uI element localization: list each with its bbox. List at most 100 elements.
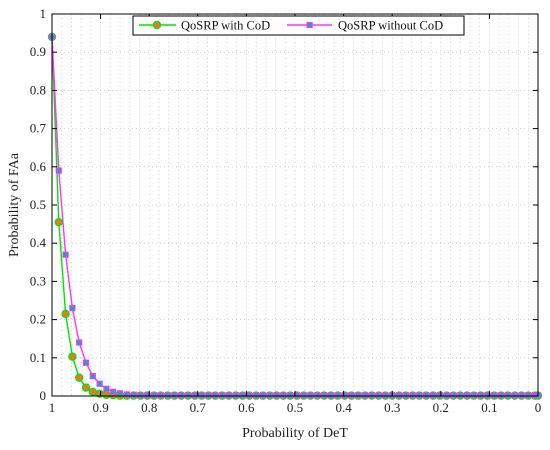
data-point-qosrp-without-cod xyxy=(457,392,464,399)
data-point-qosrp-without-cod xyxy=(436,392,443,399)
data-point-qosrp-without-cod xyxy=(253,392,260,399)
data-point-qosrp-without-cod xyxy=(484,392,491,399)
data-point-qosrp-without-cod xyxy=(62,251,69,258)
series-layer xyxy=(47,32,543,400)
data-point-qosrp-without-cod xyxy=(144,392,151,399)
data-point-qosrp-without-cod xyxy=(321,392,328,399)
data-point-qosrp-without-cod xyxy=(239,392,246,399)
y-tick-label: 0.6 xyxy=(30,159,47,174)
data-point-qosrp-without-cod xyxy=(416,392,423,399)
x-tick-label: 0.5 xyxy=(287,400,303,415)
data-point-qosrp-without-cod xyxy=(157,392,164,399)
data-point-qosrp-without-cod xyxy=(477,392,484,399)
y-tick-label: 0.1 xyxy=(30,350,46,365)
data-point-qosrp-without-cod xyxy=(259,392,267,399)
data-point-qosrp-without-cod xyxy=(96,380,103,387)
x-tick-label: 0.4 xyxy=(335,400,352,415)
data-point-qosrp-with-cod xyxy=(102,390,111,400)
data-point-qosrp-without-cod xyxy=(491,392,498,399)
data-point-qosrp-without-cod xyxy=(205,392,212,399)
data-point-qosrp-without-cod xyxy=(497,392,505,399)
data-point-qosrp-without-cod xyxy=(429,392,437,399)
y-tick-label: 1 xyxy=(40,6,47,21)
data-point-qosrp-without-cod xyxy=(402,392,409,399)
data-point-qosrp-without-cod xyxy=(137,392,144,399)
y-tick-label: 0 xyxy=(40,388,47,403)
x-tick-label: 0.3 xyxy=(384,400,400,415)
data-point-qosrp-with-cod xyxy=(75,373,84,382)
data-point-qosrp-without-cod xyxy=(110,388,117,395)
data-point-qosrp-without-cod xyxy=(280,392,287,399)
data-point-qosrp-with-cod xyxy=(54,217,64,227)
data-point-qosrp-without-cod xyxy=(375,392,382,399)
data-point-qosrp-without-cod xyxy=(368,392,375,399)
data-point-qosrp-without-cod xyxy=(355,392,362,399)
data-point-qosrp-without-cod xyxy=(327,392,335,399)
x-tick-label: 0.1 xyxy=(481,400,497,415)
data-point-qosrp-without-cod xyxy=(232,392,239,399)
legend-marker-qosrp-with-cod xyxy=(152,20,162,30)
data-point-qosrp-with-cod xyxy=(81,383,91,392)
legend-label-qosrp-with-cod: QoSRP with CoD xyxy=(181,19,270,33)
data-point-qosrp-without-cod xyxy=(307,392,314,399)
y-tick-label: 0.2 xyxy=(30,312,46,327)
data-point-qosrp-without-cod xyxy=(314,392,321,399)
data-point-qosrp-without-cod xyxy=(273,392,280,399)
data-point-qosrp-without-cod xyxy=(443,392,450,399)
data-point-qosrp-without-cod xyxy=(198,392,205,399)
data-point-qosrp-without-cod xyxy=(76,339,83,346)
data-point-qosrp-with-cod xyxy=(68,352,77,361)
data-point-qosrp-without-cod xyxy=(341,392,348,399)
data-point-qosrp-without-cod xyxy=(178,392,185,399)
grid-lines xyxy=(52,14,538,396)
data-point-qosrp-without-cod xyxy=(171,392,178,399)
x-tick-label: 0.8 xyxy=(141,400,157,415)
data-point-qosrp-without-cod xyxy=(300,392,307,399)
x-axis-label: Probability of DeT xyxy=(242,426,348,441)
data-point-qosrp-without-cod xyxy=(470,392,477,399)
x-tick-label: 0.7 xyxy=(190,400,207,415)
data-point-qosrp-without-cod xyxy=(525,392,532,399)
data-point-qosrp-without-cod xyxy=(293,392,301,399)
data-point-qosrp-without-cod xyxy=(184,392,192,399)
y-tick-label: 0.5 xyxy=(30,197,46,212)
x-tick-label: 0.2 xyxy=(433,400,449,415)
y-tick-label: 0.7 xyxy=(30,121,47,136)
y-tick-label: 0.4 xyxy=(30,235,47,250)
data-point-qosrp-without-cod xyxy=(463,392,471,399)
y-axis-label: Probability of FAa xyxy=(7,152,22,257)
x-tick-label: 0 xyxy=(535,400,542,415)
data-point-qosrp-without-cod xyxy=(212,392,219,399)
data-point-qosrp-without-cod xyxy=(150,392,158,399)
data-point-qosrp-without-cod xyxy=(511,392,518,399)
data-point-qosrp-without-cod xyxy=(219,392,226,399)
data-point-qosrp-without-cod xyxy=(55,167,62,174)
data-point-qosrp-without-cod xyxy=(89,373,96,380)
data-point-qosrp-without-cod xyxy=(334,392,341,399)
data-point-qosrp-without-cod xyxy=(450,392,457,399)
data-point-qosrp-without-cod xyxy=(123,391,130,398)
data-point-qosrp-without-cod xyxy=(116,390,124,397)
data-point-qosrp-without-cod xyxy=(164,392,171,399)
data-point-qosrp-without-cod xyxy=(409,392,416,399)
data-point-qosrp-without-cod xyxy=(246,392,253,399)
legend-marker-qosrp-without-cod xyxy=(306,21,313,29)
x-tick-label: 0.6 xyxy=(238,400,255,415)
data-point-qosrp-without-cod xyxy=(287,392,294,399)
data-point-qosrp-without-cod xyxy=(103,385,110,392)
data-point-qosrp-without-cod xyxy=(361,392,369,399)
data-point-qosrp-without-cod xyxy=(518,392,525,399)
axis-ticks: 1 0.9 0.8 0.7 0.6 0.5 0.4 0.3 0.2 0.1 0 0 0.1 0.2 0.3 0… xyxy=(30,6,542,415)
x-tick-label: 0.9 xyxy=(92,400,108,415)
data-point-qosrp-without-cod xyxy=(191,392,198,399)
y-tick-label: 0.9 xyxy=(30,44,46,59)
data-point-qosrp-without-cod xyxy=(82,359,90,366)
data-point-qosrp-without-cod xyxy=(423,392,430,399)
data-point-qosrp-without-cod xyxy=(130,391,137,398)
legend-label-qosrp-without-cod: QoSRP without CoD xyxy=(338,19,443,33)
data-point-qosrp-without-cod xyxy=(395,392,403,399)
data-point-qosrp-without-cod xyxy=(69,305,76,312)
data-point-qosrp-with-cod xyxy=(61,309,70,319)
data-point-qosrp-without-cod xyxy=(348,392,355,399)
